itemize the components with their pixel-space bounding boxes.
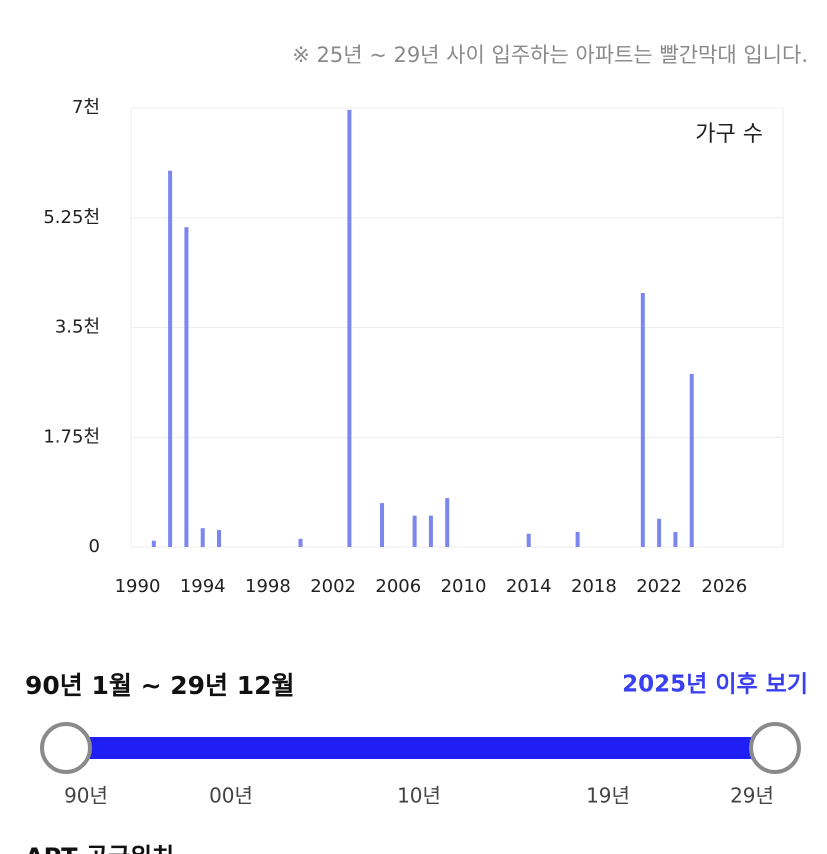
bar: [428, 515, 433, 547]
y-tick-label: 5.25천: [43, 207, 100, 228]
slider-handle-start[interactable]: [40, 722, 92, 774]
x-tick-label: 1994: [180, 576, 226, 597]
bar: [184, 227, 189, 547]
slider-label: 19년: [586, 784, 630, 808]
legend-label: 가구 수: [695, 122, 763, 147]
bar: [445, 498, 450, 547]
bar: [412, 515, 417, 547]
range-label: 90년 1월 ~ 29년 12월: [25, 671, 295, 700]
bar: [217, 530, 222, 547]
x-tick-label: 2026: [701, 576, 747, 597]
x-tick-label: 1998: [245, 576, 291, 597]
slider-label: 29년: [730, 784, 774, 808]
bar: [640, 293, 645, 547]
slider-label: 00년: [209, 784, 253, 808]
bar: [380, 503, 385, 547]
bar: [151, 540, 156, 547]
bar: [298, 538, 303, 547]
x-tick-label: 2022: [636, 576, 682, 597]
x-tick-label: 2010: [441, 576, 487, 597]
y-tick-label: 3.5천: [55, 317, 100, 338]
x-tick-label: 2006: [375, 576, 421, 597]
x-tick-label: 2014: [506, 576, 552, 597]
slider-label: 10년: [397, 784, 441, 808]
slider-track: [66, 737, 775, 759]
bar: [526, 533, 531, 547]
after-2025-link[interactable]: 2025년 이후 보기: [622, 672, 808, 698]
y-tick-label: 7천: [72, 97, 100, 118]
y-tick-label: 1.75천: [43, 426, 100, 447]
x-tick-label: 2002: [310, 576, 356, 597]
bar: [347, 109, 352, 547]
note: ※ 25년 ~ 29년 사이 입주하는 아파트는 빨간막대 입니다.: [292, 43, 808, 67]
bar: [657, 518, 662, 547]
bar: [673, 531, 678, 547]
x-tick-label: 1990: [115, 576, 161, 597]
bar: [689, 373, 694, 547]
slider-handle-end[interactable]: [749, 722, 801, 774]
x-tick-label: 2018: [571, 576, 617, 597]
y-tick-label: 0: [89, 536, 100, 557]
bar: [200, 528, 205, 547]
section-title: APT 공급위치: [25, 843, 174, 854]
bar: [575, 531, 580, 547]
slider-label: 90년: [64, 784, 108, 808]
bar: [168, 170, 173, 547]
